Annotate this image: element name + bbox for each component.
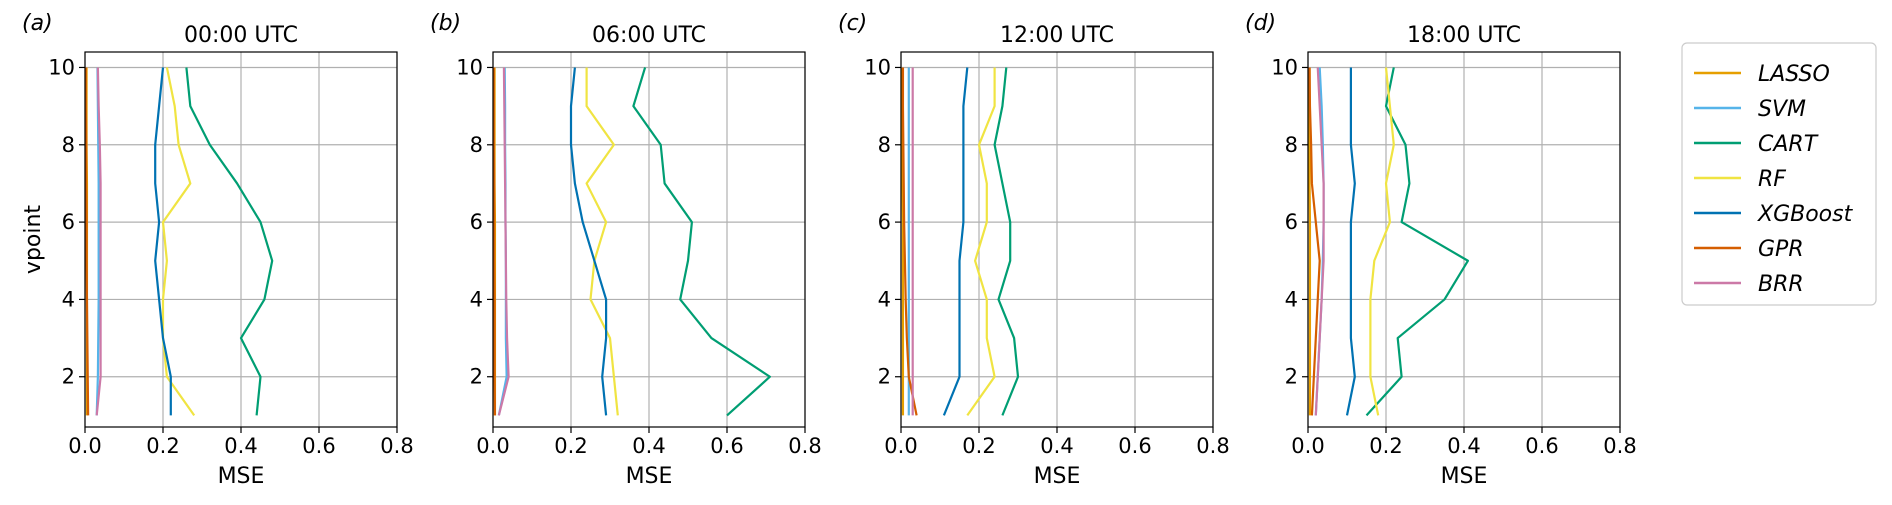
panel-label: (c) (838, 11, 867, 36)
y-tick-label: 8 (62, 133, 75, 157)
panel-title: 18:00 UTC (1407, 23, 1521, 48)
y-tick-label: 2 (1285, 365, 1298, 389)
panel-3: 0.0 0.2 0.4 0.6 0.8 2 4 6 8 10 12:00 UTC (c) MSE (838, 11, 1230, 489)
y-tick-label: 2 (878, 365, 891, 389)
series-line-gpr (1308, 67, 1321, 416)
series-line-svm (95, 67, 100, 416)
legend-item-lasso: LASSO (1694, 62, 1830, 87)
y-tick-label: 4 (470, 287, 483, 311)
y-tick-label: 2 (470, 365, 483, 389)
series-line-brr (95, 67, 102, 416)
y-tick-label: 2 (62, 365, 75, 389)
x-tick-label: 0.6 (302, 434, 335, 458)
y-tick-label: 8 (1285, 133, 1298, 157)
legend-item-xgboost: XGBoost (1694, 202, 1854, 227)
series-line-rf (966, 67, 996, 417)
y-tick-label: 10 (864, 55, 891, 79)
y-tick-label: 10 (456, 55, 483, 79)
series-line-xgboost (154, 67, 172, 416)
legend-item-gpr: GPR (1694, 237, 1804, 262)
x-tick-label: 0.6 (710, 434, 743, 458)
x-tick-label: 0.2 (554, 434, 587, 458)
x-tick-label: 0.0 (884, 434, 917, 458)
legend: LASSO SVM CART RF XGBoost GPR BRR (1681, 42, 1877, 306)
panel-title: 06:00 UTC (592, 23, 706, 48)
x-tick-label: 0.2 (962, 434, 995, 458)
y-tick-label: 6 (62, 210, 75, 234)
legend-label: XGBoost (1757, 202, 1854, 227)
x-tick-label: 0.4 (632, 434, 665, 458)
series-line-gpr (492, 67, 497, 416)
legend-label: RF (1758, 167, 1786, 192)
x-axis-label: MSE (218, 464, 265, 489)
legend-label: GPR (1758, 237, 1804, 262)
series-line-xgboost (1345, 67, 1356, 416)
y-axis-label: vpoint (21, 205, 46, 275)
series-line-cart (185, 67, 274, 416)
x-tick-label: 0.0 (68, 434, 101, 458)
panel-label: (b) (430, 11, 461, 36)
series-line-xgboost (942, 67, 969, 416)
y-tick-label: 4 (878, 287, 891, 311)
series-line-rf (585, 67, 619, 416)
series-line-cart (993, 67, 1020, 416)
x-axis-label: MSE (626, 464, 673, 489)
series-line-brr (497, 67, 510, 416)
legend-label: CART (1758, 132, 1819, 157)
series-line-cart (1365, 67, 1470, 417)
series-line-xgboost (569, 67, 608, 416)
x-tick-label: 0.8 (380, 434, 413, 458)
y-tick-label: 6 (878, 210, 891, 234)
x-tick-label: 0.0 (1291, 434, 1324, 458)
x-tick-label: 0.4 (224, 434, 257, 458)
x-axis-label: MSE (1034, 464, 1081, 489)
x-axis-label: MSE (1441, 464, 1488, 489)
series-line-rf (161, 67, 196, 417)
series-line-gpr (901, 67, 918, 416)
legend-item-cart: CART (1694, 132, 1819, 157)
x-tick-label: 0.2 (1369, 434, 1402, 458)
x-tick-label: 0.6 (1525, 434, 1558, 458)
panel-label: (d) (1245, 11, 1276, 36)
x-tick-label: 0.4 (1040, 434, 1073, 458)
series-line-cart (632, 67, 772, 417)
x-tick-label: 0.8 (1196, 434, 1229, 458)
legend-label: BRR (1758, 272, 1804, 297)
legend-item-svm: SVM (1694, 97, 1806, 122)
x-tick-label: 0.0 (476, 434, 509, 458)
x-tick-label: 0.6 (1118, 434, 1151, 458)
series-line-brr (1314, 67, 1325, 416)
panel-4: 0.0 0.2 0.4 0.6 0.8 2 4 6 8 10 18:00 UTC (d) MSE (1245, 11, 1637, 489)
panel-label: (a) (22, 11, 53, 36)
series-line-rf (1369, 67, 1395, 416)
y-tick-label: 10 (1271, 55, 1298, 79)
legend-item-rf: RF (1694, 167, 1786, 192)
y-tick-label: 6 (470, 210, 483, 234)
y-tick-label: 4 (62, 287, 75, 311)
legend-label: SVM (1758, 97, 1806, 122)
x-tick-label: 0.2 (146, 434, 179, 458)
series-line-gpr (84, 67, 90, 416)
x-tick-label: 0.4 (1447, 434, 1480, 458)
y-tick-label: 4 (1285, 287, 1298, 311)
legend-item-brr: BRR (1694, 272, 1804, 297)
panel-1: 0.0 0.2 0.4 0.6 0.8 2 4 6 8 10 00:00 UTC (a) MSE vpoi… (21, 11, 414, 489)
y-tick-label: 8 (470, 133, 483, 157)
y-tick-label: 8 (878, 133, 891, 157)
y-tick-label: 6 (1285, 210, 1298, 234)
x-tick-label: 0.8 (788, 434, 821, 458)
legend-label: LASSO (1758, 62, 1830, 87)
panel-2: 0.0 0.2 0.4 0.6 0.8 2 4 6 8 10 06:00 UTC (b) MSE (430, 11, 822, 489)
x-tick-label: 0.8 (1603, 434, 1636, 458)
panel-title: 12:00 UTC (1000, 23, 1114, 48)
y-tick-label: 10 (48, 55, 75, 79)
panel-title: 00:00 UTC (184, 23, 298, 48)
